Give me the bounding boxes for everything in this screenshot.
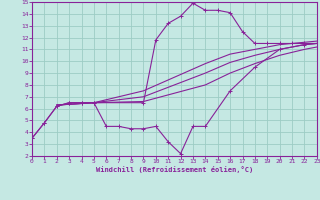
X-axis label: Windchill (Refroidissement éolien,°C): Windchill (Refroidissement éolien,°C)	[96, 166, 253, 173]
